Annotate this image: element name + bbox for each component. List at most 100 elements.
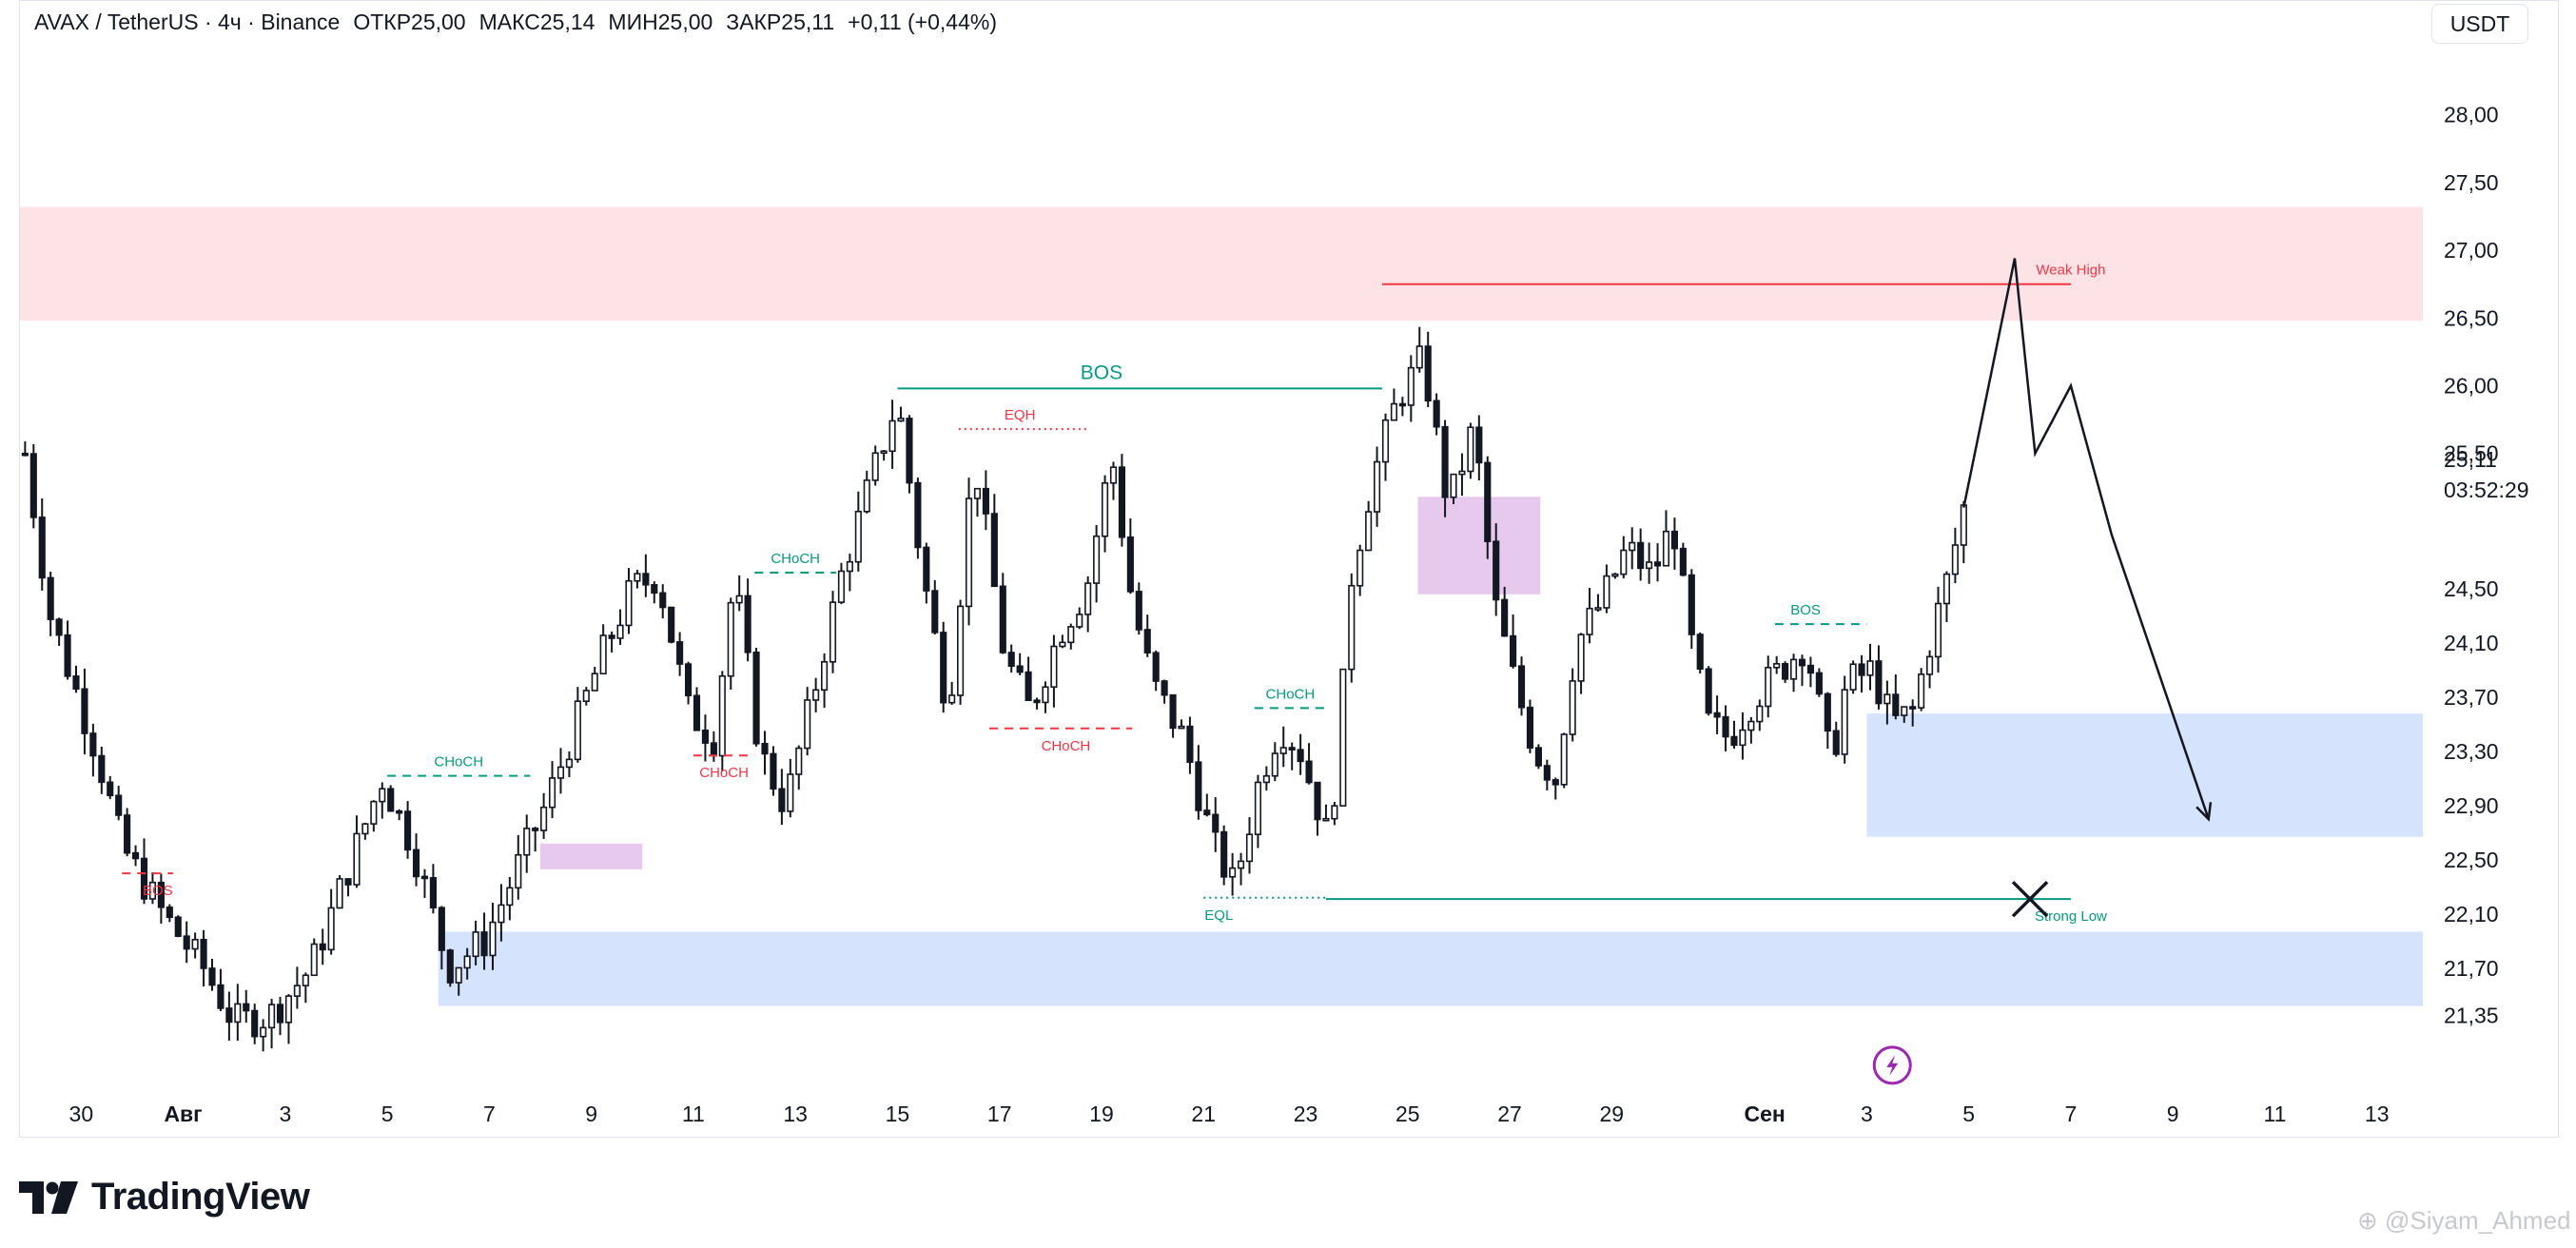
candle-body xyxy=(260,1026,267,1038)
candle-body xyxy=(1765,667,1772,708)
candle-body xyxy=(310,943,318,977)
candle-body xyxy=(990,513,998,588)
candle-body xyxy=(1747,720,1755,731)
candle-body xyxy=(463,955,471,969)
candle-body xyxy=(1526,706,1534,749)
candle-body xyxy=(1517,665,1526,709)
candle-body xyxy=(1118,466,1125,538)
candle-body xyxy=(55,618,63,636)
candle-body xyxy=(1254,781,1262,835)
price-tick-label: 23,70 xyxy=(2444,685,2499,710)
candle-body xyxy=(659,592,667,609)
candle-body xyxy=(1653,561,1662,567)
choch-label: CHoCH xyxy=(1266,686,1316,702)
candle-body xyxy=(396,809,403,814)
candle-body xyxy=(1679,547,1687,576)
choch-label: CHoCH xyxy=(434,754,483,770)
candle-body xyxy=(1067,626,1075,644)
candle-body xyxy=(540,806,548,831)
currency-button[interactable]: USDT xyxy=(2431,4,2528,44)
candle-body xyxy=(1331,805,1338,820)
time-tick-label: 9 xyxy=(2167,1102,2179,1126)
candle-body xyxy=(1773,663,1781,669)
zones-layer xyxy=(20,206,2423,1006)
symbol-title[interactable]: AVAX / TetherUS · 4ч · Binance xyxy=(34,10,341,34)
candle-body xyxy=(642,573,650,586)
candle-body xyxy=(608,634,615,639)
chart-frame[interactable]: BOS EQH Weak High Strong Low EQL CHoCH CHoCH CH… xyxy=(19,0,2559,1138)
candle-body xyxy=(89,732,97,757)
candle-body xyxy=(931,590,939,634)
candle-body xyxy=(506,887,514,907)
price-tick-label: 23,30 xyxy=(2444,739,2499,764)
candle-body xyxy=(1356,549,1364,587)
candle-body xyxy=(761,742,769,755)
choch-label: CHoCH xyxy=(699,765,749,781)
price-tick-label: 25,50 xyxy=(2444,441,2499,466)
candle-body xyxy=(1467,426,1474,473)
candle-body xyxy=(735,595,743,604)
candle-body xyxy=(1339,668,1347,807)
candle-body xyxy=(200,938,207,969)
candle-body xyxy=(1739,729,1747,747)
candle-body xyxy=(1007,652,1015,668)
candle-body xyxy=(472,931,479,958)
low-value: МИН25,00 xyxy=(608,10,713,34)
lightning-icon xyxy=(1886,1054,1899,1076)
candle-body xyxy=(148,881,157,900)
bos-label: BOS xyxy=(1790,602,1821,618)
candle-body xyxy=(1262,774,1270,784)
tradingview-logo[interactable]: TradingView xyxy=(19,1176,310,1219)
candle-body xyxy=(515,853,522,889)
candle-body xyxy=(1025,671,1032,702)
price-tick-label: 26,50 xyxy=(2444,305,2499,330)
price-chart[interactable]: BOS EQH Weak High Strong Low EQL CHoCH CHoCH CH… xyxy=(20,1,2560,1139)
invalidation-cross-icon xyxy=(2011,880,2049,918)
candle-body xyxy=(64,634,71,677)
candle-body xyxy=(1594,607,1602,611)
candle-body xyxy=(1126,536,1134,593)
candle-body xyxy=(651,584,658,595)
time-tick-label: 11 xyxy=(682,1102,705,1126)
candle-body xyxy=(1926,655,1934,675)
candle-body xyxy=(319,943,326,951)
strong-low-label: Strong Low xyxy=(2035,908,2107,925)
choch-label: CHoCH xyxy=(771,551,820,567)
candle-body xyxy=(1824,692,1831,732)
time-tick-label: 5 xyxy=(381,1102,394,1126)
candle-body xyxy=(837,570,846,603)
ohlc-close: ЗАКР25,11 xyxy=(726,10,834,35)
candle-body xyxy=(1016,665,1024,673)
candle-body xyxy=(1297,749,1304,763)
projection-arrowhead xyxy=(2195,802,2213,822)
candle-body xyxy=(1901,706,1908,716)
ohlc-values: ОТКР25,00 xyxy=(353,10,465,35)
candle-body xyxy=(234,1003,242,1024)
candle-body xyxy=(1789,658,1798,680)
close-value: ЗАКР25,11 xyxy=(726,10,835,34)
candle-body xyxy=(532,828,539,831)
candle-body xyxy=(72,675,80,691)
candle-body xyxy=(1501,598,1509,637)
candle-body xyxy=(1883,693,1891,705)
watermark-icon: ⊕ xyxy=(2357,1206,2378,1235)
candle-body xyxy=(1212,813,1220,833)
candle-body xyxy=(599,634,607,674)
candle-body xyxy=(1381,419,1390,463)
candle-body xyxy=(174,916,182,937)
watermark-text: @Siyam_Ahmed xyxy=(2385,1206,2571,1235)
candle-body xyxy=(183,935,190,950)
candle-body xyxy=(1314,781,1321,821)
price-tick-label: 26,00 xyxy=(2444,374,2499,399)
tradingview-wordmark: TradingView xyxy=(91,1176,310,1218)
candle-body xyxy=(217,984,224,1009)
price-change: +0,11 (+0,44%) xyxy=(848,10,997,34)
price-axis[interactable]: 28,00 27,50 27,00 26,50 26,00 25,50 24,50 24,10… xyxy=(2444,103,2529,1028)
candle-body xyxy=(1960,504,1967,546)
candle-body xyxy=(1433,400,1440,428)
time-axis[interactable]: 30 Авг 3 5 7 9 11 13 15 17 19 21 23 25 27 29 Сен 3 5 7 9 11 13 xyxy=(69,1102,2390,1126)
candle-body xyxy=(1161,680,1168,696)
candle-body xyxy=(1076,614,1083,628)
candle-body xyxy=(1365,511,1373,552)
candle-body xyxy=(923,546,930,592)
